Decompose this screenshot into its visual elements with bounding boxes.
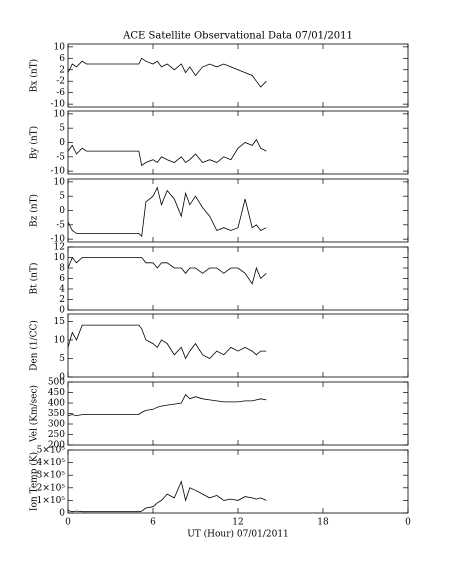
y-axis-label: Bz (nT) xyxy=(29,194,40,227)
y-tick-label: 8 xyxy=(59,264,65,274)
x-tick-label: 6 xyxy=(150,518,156,528)
y-tick-label: -5 xyxy=(56,220,65,230)
y-axis-label: Vel (Km/sec) xyxy=(29,385,40,443)
y-tick-label: 0 xyxy=(59,206,65,216)
y-tick-label: 1×10⁵ xyxy=(37,496,66,506)
y-tick-label: 450 xyxy=(48,388,65,398)
y-tick-label: 5 xyxy=(59,354,65,364)
y-tick-label: 10 xyxy=(54,109,66,119)
y-tick-label: 5×10⁵ xyxy=(37,446,66,456)
y-tick-label: -5 xyxy=(56,152,65,162)
y-tick-label: 2 xyxy=(59,65,65,75)
y-tick-label: -2 xyxy=(56,77,65,87)
y-tick-label: -10 xyxy=(51,235,66,245)
y-tick-label: 2×10⁵ xyxy=(37,483,66,493)
y-tick-label: -10 xyxy=(51,167,66,177)
x-tick-label: 18 xyxy=(317,518,329,528)
data-line xyxy=(67,256,267,285)
x-tick-label: 0 xyxy=(405,518,411,528)
panel-frame xyxy=(67,178,409,243)
panel-frame xyxy=(67,246,409,311)
y-tick-label: -6 xyxy=(56,88,65,98)
panel-frame xyxy=(67,43,409,108)
data-line xyxy=(67,138,267,167)
data-line xyxy=(67,324,267,360)
x-tick-label: 0 xyxy=(65,518,71,528)
y-axis-label: Bt (nT) xyxy=(29,263,40,295)
chart-title: ACE Satellite Observational Data 07/01/2… xyxy=(122,31,353,42)
data-line xyxy=(67,393,267,417)
y-tick-label: 350 xyxy=(48,409,65,419)
data-line xyxy=(67,186,267,238)
data-line xyxy=(67,57,267,88)
y-tick-label: 2 xyxy=(59,295,65,305)
y-tick-label: 250 xyxy=(48,430,65,440)
y-tick-label: 4 xyxy=(59,285,65,295)
y-tick-label: 0 xyxy=(59,373,65,383)
y-tick-label: 0 xyxy=(59,138,65,148)
y-tick-label: 10 xyxy=(54,42,66,52)
y-tick-label: 5 xyxy=(59,192,65,202)
y-axis-label: Ion Temp (K) xyxy=(29,452,40,511)
panel-frame xyxy=(67,313,409,378)
y-tick-label: 0 xyxy=(59,306,65,316)
y-axis-label: Bx (nT) xyxy=(29,59,40,92)
y-tick-label: 300 xyxy=(48,420,65,430)
y-tick-label: 4×10⁵ xyxy=(37,458,66,468)
y-tick-label: -10 xyxy=(51,100,66,110)
y-tick-label: 3×10⁵ xyxy=(37,471,66,481)
y-tick-label: 10 xyxy=(54,335,66,345)
panel-frame xyxy=(67,381,409,446)
y-tick-label: 5 xyxy=(59,124,65,134)
x-axis-label: UT (Hour) 07/01/2011 xyxy=(187,529,289,540)
y-tick-label: 12 xyxy=(54,243,65,253)
y-tick-label: 15 xyxy=(54,317,66,327)
y-tick-label: 0 xyxy=(59,509,65,519)
y-tick-label: 10 xyxy=(54,253,66,263)
y-tick-label: 10 xyxy=(54,177,66,187)
y-axis-label: Den (1/CC) xyxy=(29,320,40,371)
y-tick-label: 6 xyxy=(59,274,65,284)
y-tick-label: 400 xyxy=(48,399,65,409)
panel-frame xyxy=(67,110,409,175)
y-axis-label: By (nT) xyxy=(29,126,40,159)
y-tick-label: 200 xyxy=(48,441,65,451)
data-line xyxy=(67,480,267,513)
y-tick-label: 500 xyxy=(48,378,65,388)
y-tick-label: 6 xyxy=(59,54,65,64)
x-tick-label: 12 xyxy=(232,518,243,528)
panel-frame xyxy=(67,449,409,514)
